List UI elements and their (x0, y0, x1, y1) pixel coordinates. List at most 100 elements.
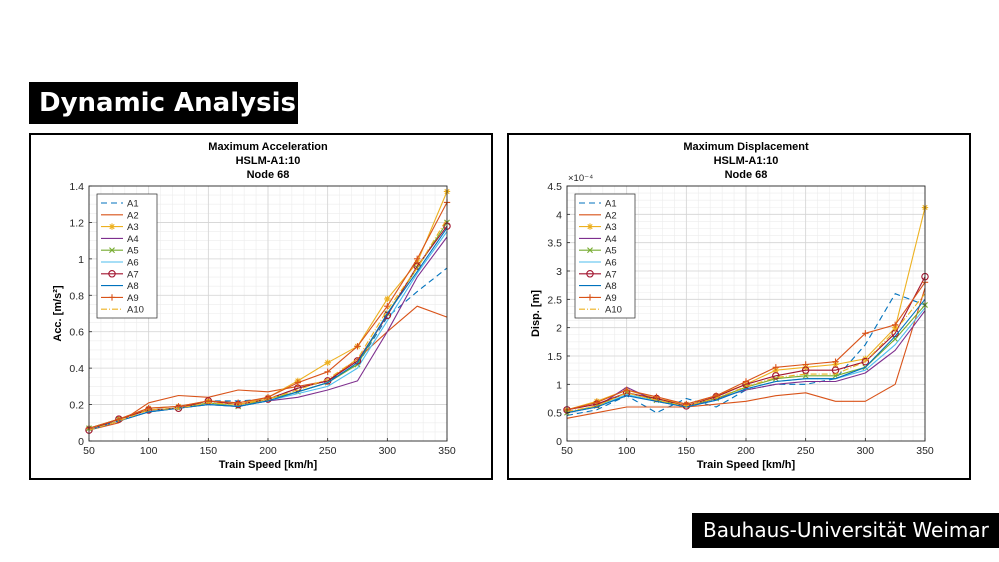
legend-label: A2 (127, 210, 139, 221)
y-tick-label: 3.5 (547, 238, 562, 250)
chart-subtitle-node: Node 68 (247, 169, 290, 181)
y-tick-label: 1.4 (69, 181, 84, 193)
data-point (294, 379, 302, 386)
series-a8 (566, 298, 926, 414)
legend-label: A4 (605, 234, 617, 245)
data-point (354, 343, 361, 350)
data-point (772, 372, 780, 380)
series-a9 (563, 279, 929, 414)
series-line-a10 (88, 218, 448, 431)
legend-label: A8 (605, 281, 617, 292)
x-tick-label: 350 (438, 445, 456, 457)
data-point (593, 399, 601, 406)
data-point (384, 295, 391, 303)
x-tick-label: 50 (83, 445, 95, 457)
x-tick-label: 150 (678, 445, 696, 457)
legend-marker (587, 247, 593, 254)
legend-label: A7 (605, 269, 617, 280)
legend-label: A9 (605, 293, 617, 304)
series-a10 (566, 293, 926, 413)
data-point (115, 415, 123, 423)
chart-subtitle-node: Node 68 (725, 169, 768, 181)
y-tick-label: 0.5 (547, 408, 562, 420)
series-a9 (85, 199, 451, 432)
series-group (563, 204, 929, 419)
displacement-chart: 50 100 150 200 250 300 350 0 0.5 1 1.5 2 2.5 3 3.5 4 4.5… (530, 141, 934, 471)
y-tick-label: 0.8 (69, 290, 84, 302)
series-a2 (566, 287, 926, 419)
y-tick-label: 3 (556, 266, 562, 278)
y-tick-label: 0 (78, 436, 84, 448)
chart-title: Maximum Acceleration (208, 141, 328, 153)
x-tick-label: 100 (618, 445, 636, 457)
y-tick-label: 4 (556, 209, 562, 221)
legend-label: A10 (605, 305, 622, 316)
legend-label: A5 (127, 246, 139, 257)
legend-marker (108, 223, 116, 230)
data-point (234, 399, 242, 406)
x-tick-label: 100 (140, 445, 158, 457)
displacement-chart-panel: 50 100 150 200 250 300 350 0 0.5 1 1.5 2 2.5 3 3.5 4 4.5… (507, 133, 971, 480)
x-tick-label: 250 (797, 445, 815, 457)
legend-marker (109, 247, 115, 254)
x-tick-label: 250 (319, 445, 337, 457)
series-line-a8 (566, 298, 926, 414)
series-a8 (88, 227, 448, 431)
y-tick-label: 2 (556, 323, 562, 335)
institution-logo: Bauhaus-Universität Weimar (692, 513, 999, 548)
data-point (413, 255, 421, 263)
x-axis-label: Train Speed [km/h] (219, 459, 318, 471)
series-line-a8 (88, 227, 448, 431)
data-point (862, 330, 869, 337)
legend-label: A3 (127, 222, 139, 233)
legend-marker (586, 294, 594, 301)
x-tick-label: 300 (379, 445, 397, 457)
acceleration-chart-panel: 50 100 150 200 250 300 350 0 0.2 0.4 0.6 0.8 1 1.2 1.4… (29, 133, 493, 480)
legend-label: A1 (605, 199, 617, 210)
series-a10 (88, 218, 448, 431)
x-axis-label: Train Speed [km/h] (697, 459, 796, 471)
y-tick-label: 1 (78, 254, 84, 266)
chart-subtitle: HSLM-A1:10 (236, 155, 301, 167)
data-point (891, 321, 899, 329)
data-point (772, 364, 780, 371)
legend-label: A6 (605, 258, 617, 269)
legend-label: A5 (605, 246, 617, 257)
data-point (742, 378, 750, 385)
legend-label: A9 (127, 293, 139, 304)
series-line-a10 (566, 293, 926, 413)
y-tick-label: 2.5 (547, 294, 562, 306)
legend-label: A6 (127, 258, 139, 269)
data-point (324, 359, 331, 366)
legend-marker (108, 270, 116, 278)
legend-marker (586, 270, 594, 278)
series-line-a2 (566, 287, 926, 419)
x-tick-label: 200 (737, 445, 755, 457)
data-point (623, 386, 630, 394)
axis-exponent-label: ×10⁻⁴ (568, 173, 593, 184)
ticks: 50 100 150 200 250 300 350 0 0.5 1 1.5 2 2.5 3 3.5 4 4.5 (547, 181, 934, 457)
data-point (264, 394, 272, 401)
slide-title: Dynamic Analysis (29, 82, 298, 124)
y-tick-label: 1 (556, 379, 562, 391)
x-tick-label: 300 (857, 445, 875, 457)
x-tick-label: 200 (259, 445, 277, 457)
legend-marker (108, 294, 116, 301)
legend-marker (586, 223, 594, 230)
x-tick-label: 150 (200, 445, 218, 457)
data-point (802, 361, 809, 368)
acceleration-chart: 50 100 150 200 250 300 350 0 0.2 0.4 0.6 0.8 1 1.2 1.4… (52, 141, 456, 471)
y-tick-label: 0 (556, 436, 562, 448)
data-point (145, 405, 152, 412)
y-tick-label: 4.5 (547, 181, 562, 193)
ticks: 50 100 150 200 250 300 350 0 0.2 0.4 0.6 0.8 1 1.2 1.4 (69, 181, 456, 457)
chart-subtitle: HSLM-A1:10 (714, 155, 779, 167)
legend-label: A1 (127, 199, 139, 210)
legend-label: A3 (605, 222, 617, 233)
data-point (831, 366, 840, 374)
x-tick-label: 50 (561, 445, 573, 457)
legend-label: A10 (127, 305, 144, 316)
data-point (832, 358, 839, 365)
